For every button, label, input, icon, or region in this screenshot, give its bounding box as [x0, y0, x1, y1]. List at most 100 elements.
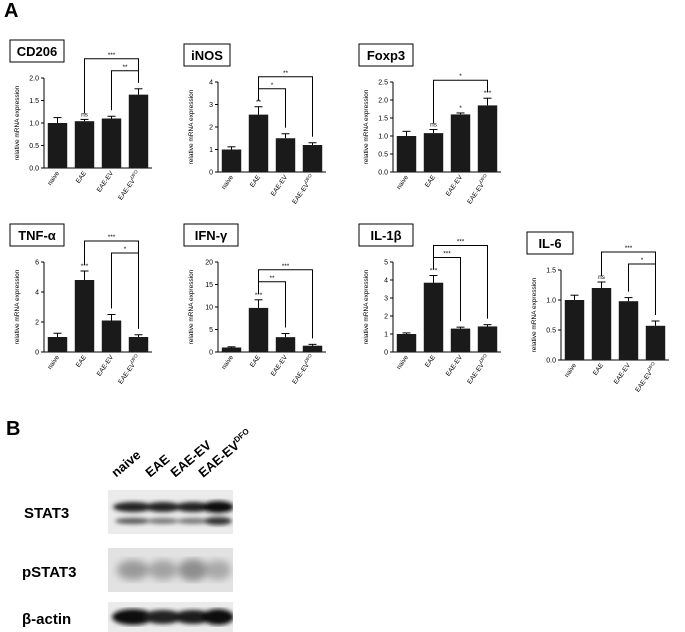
y-tick-label: 1.5 [378, 116, 388, 123]
blot-beta-actin [108, 602, 233, 632]
blot-stat3 [108, 490, 233, 534]
y-tick-label: 3 [209, 102, 213, 109]
y-tick-label: 5 [209, 327, 213, 334]
title-box [358, 223, 414, 247]
panel-a-letter: A [4, 0, 19, 22]
chart-ifn-gamma: IFN-γ relative mRNA expression 0 5 10 15 20 nai… [182, 222, 342, 390]
x-tick-label: EAE [75, 354, 89, 369]
significance-mark: ns [598, 274, 606, 281]
chart-title: IL-1β [370, 228, 401, 243]
y-tick-label: 0 [384, 350, 388, 357]
bracket-label: *** [108, 234, 116, 241]
title-box [9, 223, 65, 247]
row-label-pstat3: pSTAT3 [22, 564, 77, 581]
bar-eae-ev-dfo [645, 325, 666, 360]
chart-title: IFN-γ [195, 228, 228, 243]
y-tick-label: 0.5 [29, 143, 39, 150]
bar-naive [221, 149, 242, 172]
bar-naive [396, 136, 417, 172]
x-tick-label: EAE-EV [445, 174, 465, 198]
chart-svg: IL-1β relative mRNA expression 0 1 2 3 4 5 naive… [358, 223, 501, 386]
y-axis-label: relative mRNA expression [14, 85, 21, 160]
bar-eae [74, 121, 95, 168]
x-tick-label: naive [220, 174, 235, 191]
chart-tnf-alpha: TNF-α relative mRNA expression 0 2 4 6 naive **… [8, 222, 168, 390]
x-tick-label: EAE [592, 362, 606, 377]
y-tick-label: 0.5 [378, 152, 388, 159]
title-box [358, 43, 414, 67]
bracket-label: ** [283, 70, 289, 77]
chart-svg: IFN-γ relative mRNA expression 0 5 10 15 20 nai… [183, 223, 326, 385]
bar-eae-ev-dfo [302, 145, 323, 172]
significance-bracket [258, 88, 286, 128]
bracket-label: *** [457, 239, 465, 246]
bar-eae-ev-dfo [128, 337, 149, 352]
significance-bracket [628, 263, 656, 315]
significance-bracket [111, 252, 139, 329]
x-tick-sup: DFO [478, 173, 488, 184]
y-tick-label: 0.0 [29, 166, 39, 173]
y-tick-label: 1 [384, 332, 388, 339]
y-tick-label: 15 [205, 282, 213, 289]
y-tick-label: 0 [209, 170, 213, 177]
x-tick-label: EAE [249, 174, 263, 189]
x-tick-sup: DFO [129, 353, 139, 364]
x-tick-label: EAE-EV [445, 354, 465, 378]
y-tick-label: 4 [209, 80, 213, 87]
y-tick-label: 0.0 [546, 358, 556, 365]
bar-eae [591, 288, 612, 360]
lane-label-naive: naive [108, 447, 144, 480]
chart-svg: IL-6 relative mRNA expression 0.0 0.5 1.0 1.5… [526, 231, 669, 394]
significance-mark: * [459, 105, 462, 112]
x-tick-sup: DFO [303, 173, 313, 184]
bar-eae [74, 280, 95, 352]
x-tick-label: EAE-EVDFO [290, 173, 317, 206]
x-tick-label: EAE [424, 174, 438, 189]
y-tick-label: 0 [35, 350, 39, 357]
x-tick-label: naive [46, 170, 61, 187]
bracket-label: ** [122, 64, 128, 71]
x-tick-label: EAE-EV [270, 174, 290, 198]
row-label-stat3: STAT3 [24, 505, 70, 522]
x-tick-label: naive [395, 174, 410, 191]
significance-mark: *** [81, 263, 89, 270]
bracket-label: * [641, 257, 644, 264]
bar-eae-ev [275, 337, 296, 352]
chart-svg: Foxp3 relative mRNA expression 0.0 0.5 1.0 1.… [358, 43, 501, 205]
y-axis-label: relative mRNA expression [14, 269, 21, 344]
bracket-label: ** [269, 275, 275, 282]
bar-eae-ev [101, 118, 122, 168]
bar-eae [423, 133, 444, 172]
y-tick-label: 2.0 [378, 98, 388, 105]
chart-title: CD206 [17, 44, 57, 59]
significance-mark: ns [81, 111, 89, 118]
bar-eae-ev [275, 138, 296, 172]
bar-eae-ev-dfo [477, 326, 498, 352]
x-tick-label: naive [563, 362, 578, 379]
title-box [183, 223, 239, 247]
bar-naive [221, 347, 242, 352]
bar-eae [248, 114, 269, 172]
x-tick-label: EAE-EVDFO [633, 361, 660, 394]
y-tick-label: 1.0 [29, 121, 39, 128]
y-axis-label: relative mRNA expression [363, 89, 370, 164]
x-tick-label: EAE-EVDFO [465, 353, 492, 386]
x-tick-label: EAE-EVDFO [116, 353, 143, 386]
x-tick-label: naive [220, 354, 235, 371]
title-box [183, 43, 231, 67]
title-box [526, 231, 574, 255]
y-tick-label: 0.5 [546, 328, 556, 335]
y-tick-label: 5 [384, 260, 388, 267]
bar-naive [47, 337, 68, 352]
bracket-label: * [124, 246, 127, 253]
y-tick-label: 10 [205, 305, 213, 312]
significance-mark: ** [256, 99, 262, 106]
bracket-label: * [459, 73, 462, 80]
bracket-label: *** [282, 263, 290, 270]
title-box [9, 39, 65, 63]
bracket-label: *** [625, 245, 633, 252]
y-tick-label: 0.0 [378, 170, 388, 177]
y-tick-label: 1 [209, 147, 213, 154]
y-tick-label: 1.5 [546, 268, 556, 275]
